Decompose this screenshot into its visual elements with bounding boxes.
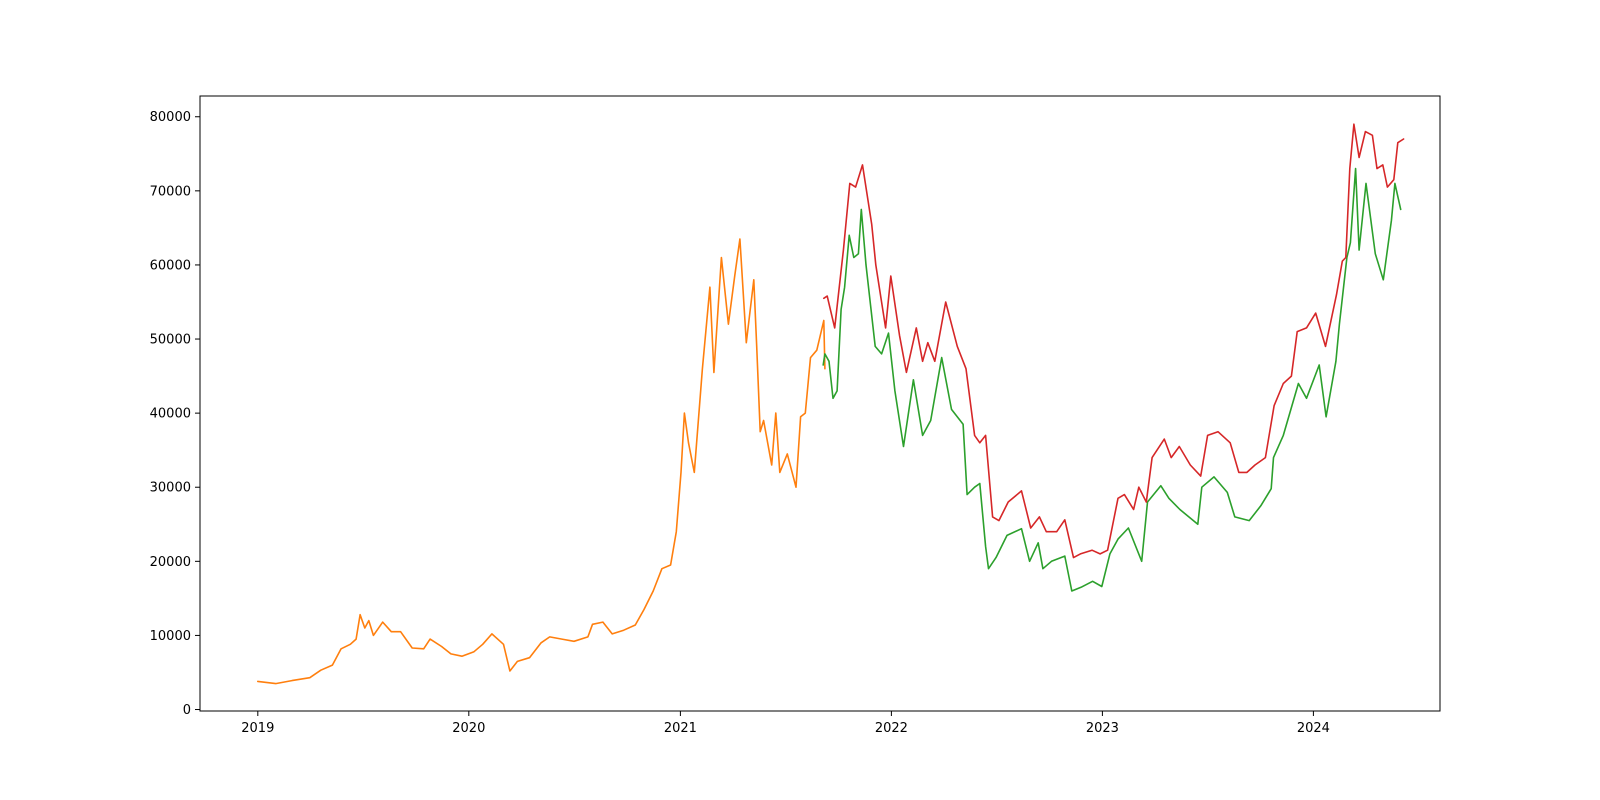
y-tick-label: 50000 [150, 333, 191, 348]
series-line-1 [257, 238, 826, 685]
series-line-3 [823, 123, 1405, 559]
y-tick-label: 40000 [150, 407, 191, 422]
series-line-2 [822, 167, 1402, 592]
y-tick-label: 60000 [150, 258, 191, 273]
x-tick-label: 2022 [875, 721, 908, 736]
x-tick-label: 2020 [452, 721, 485, 736]
y-tick-label: 30000 [150, 481, 191, 496]
x-tick-label: 2023 [1086, 721, 1119, 736]
x-axis: 2019 2020 2021 2022 2023 2024 [241, 711, 1330, 736]
series-layer [257, 123, 1405, 685]
y-tick-label: 70000 [150, 184, 191, 199]
y-axis: 0 10000 20000 30000 40000 50000 60000 70000 8000… [150, 110, 200, 718]
plot-frame [199, 95, 1441, 712]
y-tick-label: 10000 [150, 629, 191, 644]
y-tick-label: 20000 [150, 555, 191, 570]
x-tick-label: 2019 [241, 721, 274, 736]
y-tick-label: 0 [183, 703, 191, 718]
x-tick-label: 2021 [664, 721, 697, 736]
y-tick-label: 80000 [150, 110, 191, 125]
plot-area [200, 96, 1440, 711]
x-tick-label: 2024 [1297, 721, 1330, 736]
